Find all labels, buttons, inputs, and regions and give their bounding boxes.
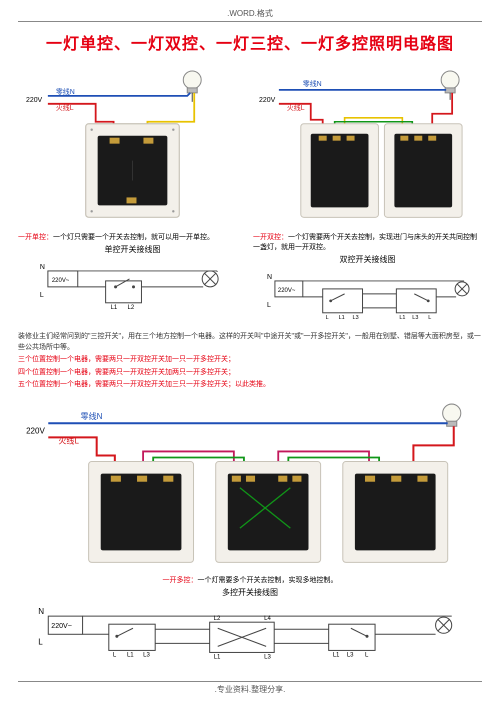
svg-text:L1: L1 bbox=[333, 652, 340, 658]
svg-text:220V: 220V bbox=[26, 426, 45, 435]
multi-schematic: N L 220V~ L L1 L3 L2 L4 L1 L3 L1 L3 L bbox=[18, 600, 482, 661]
double-control-wiring-diagram: 220V 零线N 火线L bbox=[253, 66, 482, 225]
single-caption-red: 一开单控： bbox=[18, 234, 53, 241]
svg-text:L: L bbox=[365, 652, 369, 658]
para-1: 装修业主们经常问到的"三控开关"，用在三个地方控制一个电器。这样的开关叫"中途开… bbox=[18, 332, 482, 353]
multi-caption: 一开多控：一个灯需要多个开关去控制，实现多地控制。 bbox=[18, 575, 482, 585]
label-220v: 220V bbox=[26, 97, 43, 104]
top-diagram-row: 220V 零线N 火线L 一开单控： bbox=[18, 66, 482, 328]
svg-text:L3: L3 bbox=[353, 315, 359, 321]
svg-text:L2: L2 bbox=[214, 616, 221, 622]
label-neutral: 零线N bbox=[56, 87, 75, 96]
svg-text:220V: 220V bbox=[259, 97, 276, 104]
svg-text:L3: L3 bbox=[143, 652, 150, 658]
svg-text:L3: L3 bbox=[264, 655, 271, 661]
svg-text:L1: L1 bbox=[127, 652, 134, 658]
footer-meta: .专业资料.整理分享. bbox=[18, 681, 482, 695]
header-meta: .WORD.格式 bbox=[18, 8, 482, 22]
double-caption-red: 一开双控： bbox=[253, 234, 288, 241]
svg-text:220V~: 220V~ bbox=[52, 278, 70, 284]
svg-text:L3: L3 bbox=[347, 652, 354, 658]
svg-text:L: L bbox=[38, 637, 43, 646]
double-caption: 一开双控：一个灯需要两个开关去控制，实现进门与床头的开关共同控制一盏灯，就用一开… bbox=[253, 232, 482, 252]
svg-text:零线N: 零线N bbox=[81, 411, 103, 421]
svg-text:L1: L1 bbox=[339, 315, 345, 321]
para-2: 三个位置控制一个电器，需要两只一开双控开关加一只一开多控开关； bbox=[18, 355, 482, 366]
single-control-panel: 220V 零线N 火线L 一开单控： bbox=[18, 66, 247, 328]
svg-text:N: N bbox=[267, 274, 272, 281]
svg-text:L: L bbox=[113, 652, 117, 658]
double-schematic: N L 220V~ L L1 L3 L1 L3 L bbox=[253, 267, 482, 323]
para-4: 五个位置控制一个电器，需要两只一开双控开关加三只一开多控开关；以此类推。 bbox=[18, 380, 482, 391]
switch-2-intermediate bbox=[216, 461, 321, 562]
switch-1 bbox=[89, 461, 194, 562]
double-control-panel: 220V 零线N 火线L bbox=[253, 66, 482, 328]
single-caption: 一开单控：一个灯只需要一个开关去控制，就可以用一开单控。 bbox=[18, 232, 247, 242]
svg-text:L1: L1 bbox=[214, 655, 221, 661]
double-subtitle: 双控开关接线图 bbox=[253, 254, 482, 265]
svg-text:L4: L4 bbox=[264, 616, 271, 622]
multi-control-panel: 220V 零线N 火线L bbox=[18, 397, 482, 666]
single-control-wiring-diagram: 220V 零线N 火线L bbox=[18, 66, 247, 225]
svg-text:L2: L2 bbox=[128, 305, 135, 311]
single-caption-text: 一个灯只需要一个开关去控制，就可以用一开单控。 bbox=[53, 234, 214, 241]
svg-text:N: N bbox=[40, 264, 45, 271]
page-title: 一灯单控、一灯双控、一灯三控、一灯多控照明电路图 bbox=[18, 30, 482, 54]
svg-text:220V~: 220V~ bbox=[51, 623, 72, 630]
svg-text:L3: L3 bbox=[412, 315, 418, 321]
para-3: 四个位置控制一个电器，需要两只一开双控开关加两只一开多控开关； bbox=[18, 368, 482, 379]
switch-3 bbox=[343, 461, 448, 562]
multi-caption-red: 一开多控： bbox=[163, 577, 198, 584]
single-subtitle: 单控开关接线图 bbox=[18, 244, 247, 255]
svg-text:L: L bbox=[40, 292, 44, 299]
multi-control-wiring-diagram: 220V 零线N 火线L bbox=[18, 397, 482, 568]
svg-text:L: L bbox=[267, 302, 271, 309]
multi-caption-text: 一个灯需要多个开关去控制，实现多地控制。 bbox=[198, 577, 338, 584]
svg-text:L: L bbox=[428, 315, 431, 321]
svg-text:220V~: 220V~ bbox=[278, 288, 296, 294]
single-schematic: N L 220V~ L1 L2 bbox=[18, 257, 247, 313]
svg-text:L: L bbox=[326, 315, 329, 321]
svg-text:零线N: 零线N bbox=[303, 79, 322, 88]
svg-text:L1: L1 bbox=[111, 305, 118, 311]
svg-text:L1: L1 bbox=[399, 315, 405, 321]
multi-subtitle: 多控开关接线图 bbox=[18, 587, 482, 598]
svg-text:N: N bbox=[38, 607, 44, 616]
